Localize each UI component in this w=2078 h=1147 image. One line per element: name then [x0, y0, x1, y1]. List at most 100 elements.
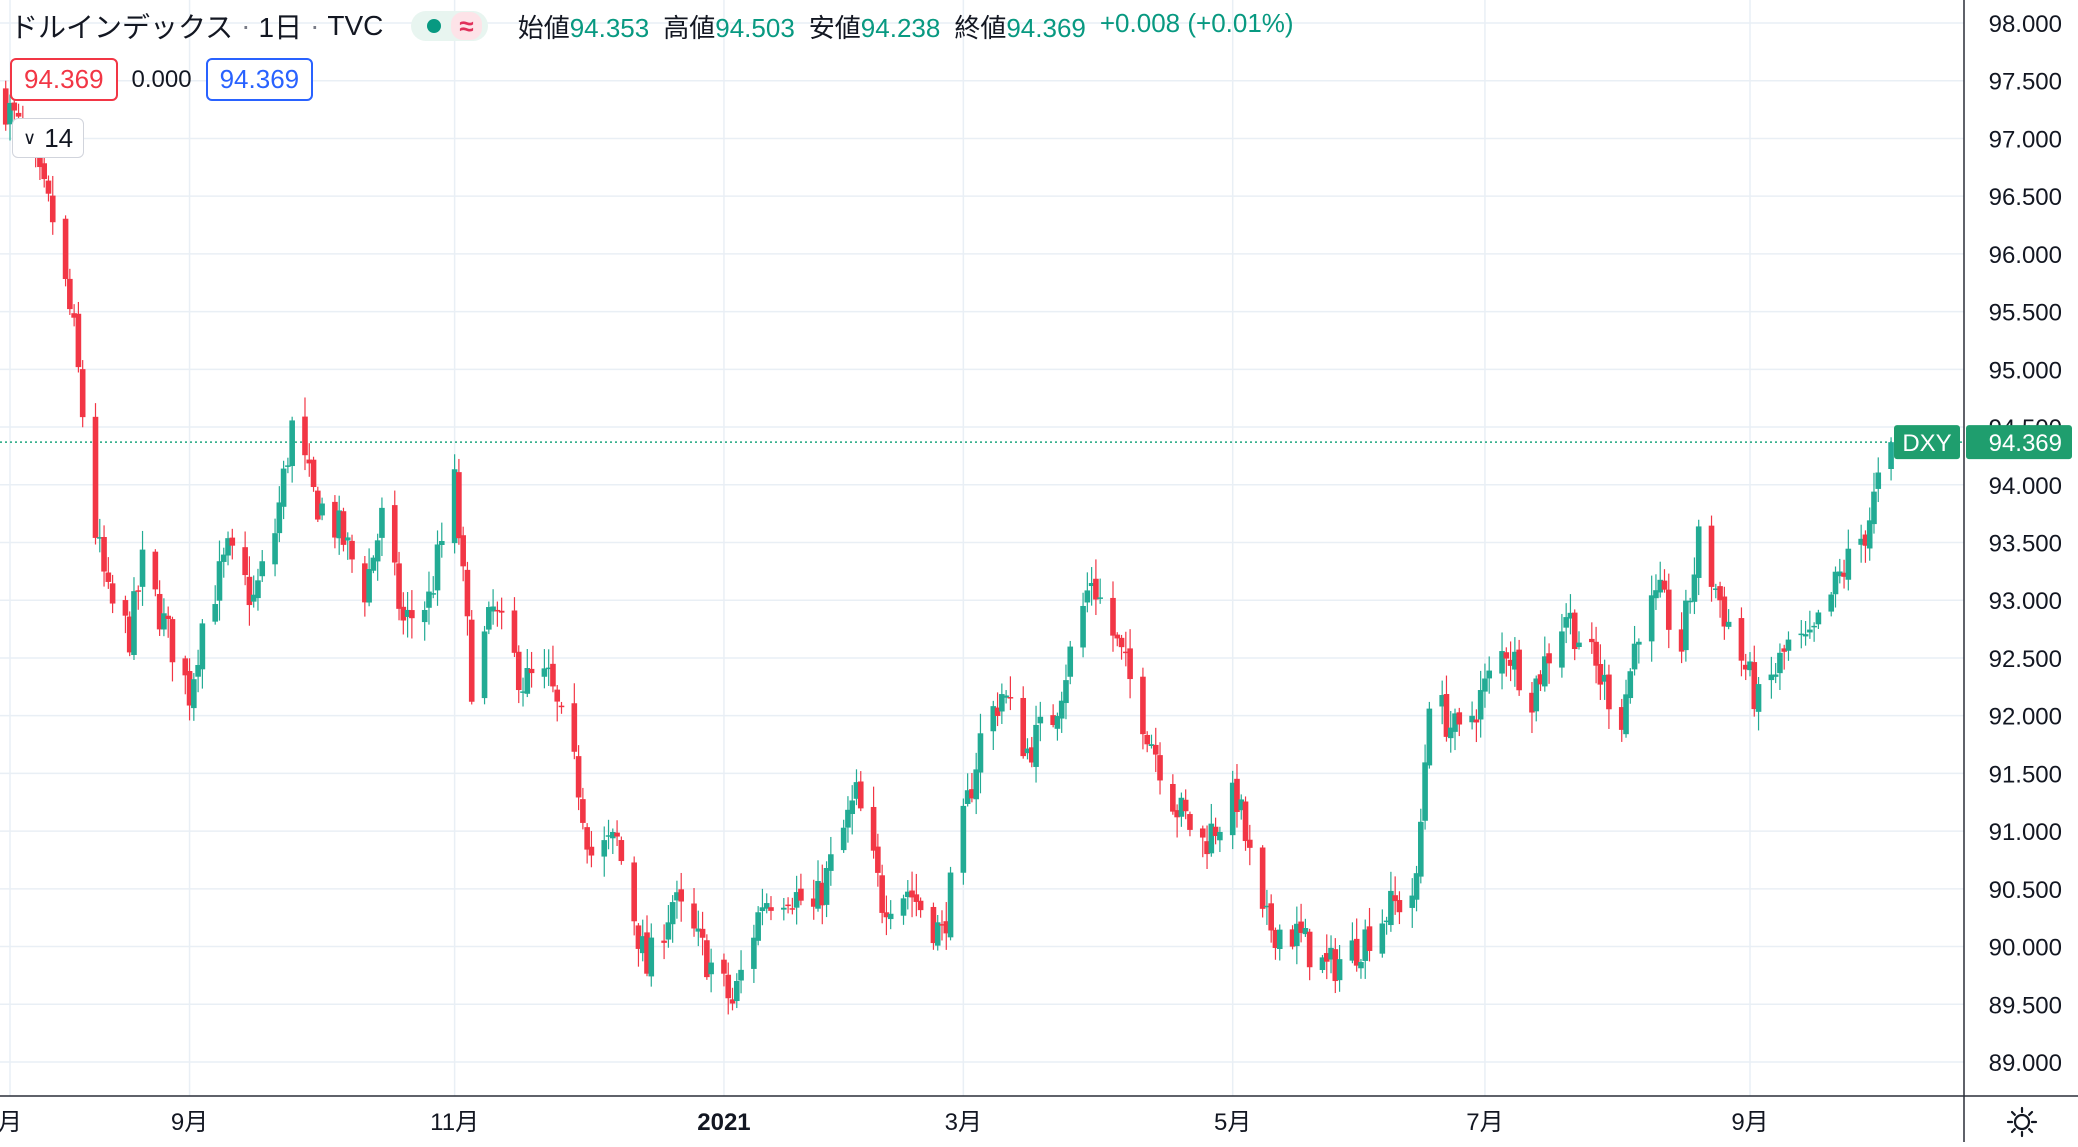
candle-up: [276, 486, 283, 543]
candle-body: [528, 668, 535, 674]
y-tick-label: 95.000: [1989, 357, 2062, 384]
gear-icon[interactable]: [2006, 1106, 2038, 1138]
candle-body: [964, 790, 971, 804]
candle-up: [708, 948, 714, 993]
candle-up: [1328, 935, 1334, 974]
candle-body: [857, 781, 864, 809]
candle-down: [1537, 670, 1544, 692]
candle-body: [1080, 605, 1086, 648]
candle-up: [1712, 583, 1719, 599]
candle-up: [486, 601, 492, 635]
candle-up: [1379, 909, 1386, 958]
candle-up: [1811, 622, 1817, 642]
candle-body: [879, 875, 885, 913]
candle-body: [1259, 847, 1266, 909]
candle-body: [1618, 707, 1625, 730]
candle-down: [1781, 644, 1788, 670]
candle-down: [721, 953, 727, 987]
candle-up: [1815, 609, 1822, 629]
y-tick-label: 97.500: [1989, 69, 2062, 96]
candle-up: [828, 836, 834, 886]
y-tick-label: 97.000: [1989, 126, 2062, 153]
candle-down: [135, 585, 142, 610]
market-open-icon: [427, 19, 442, 33]
candle-down: [729, 987, 736, 1011]
candle-body: [1199, 828, 1206, 838]
candle-down: [1529, 681, 1535, 734]
candle-down: [1212, 817, 1219, 845]
candle-down: [1140, 667, 1146, 750]
candle-up: [1452, 708, 1458, 751]
candle-body: [635, 925, 642, 949]
open-value: 94.353: [569, 12, 650, 43]
candle-body: [1144, 734, 1150, 745]
candle-down: [575, 745, 582, 811]
candle-body: [391, 505, 398, 563]
candle-up: [973, 752, 979, 815]
candle-body: [1110, 597, 1116, 636]
candle-body: [1392, 895, 1398, 902]
candle-body: [1687, 600, 1693, 603]
candle-down: [554, 685, 561, 722]
ask-button[interactable]: 94.369: [205, 58, 314, 101]
x-tick-label: 9月: [1731, 1109, 1768, 1136]
candle-body: [725, 974, 732, 999]
price-tag-symbol: DXY: [1902, 430, 1951, 457]
indicator-toggle[interactable]: ∨ 14: [12, 118, 85, 158]
candle-up: [1477, 670, 1484, 738]
candle-body: [1623, 694, 1629, 735]
candle-body: [973, 769, 979, 800]
candle-down: [1678, 612, 1685, 664]
candle-down: [515, 645, 522, 704]
candle-body: [1657, 579, 1664, 593]
candle-body: [302, 416, 308, 456]
candle-body: [909, 890, 915, 898]
candle-body: [1712, 588, 1719, 590]
candle-body: [669, 902, 676, 925]
candle-up: [1512, 637, 1518, 687]
candle-body: [584, 827, 590, 850]
candle-up: [161, 598, 167, 637]
candle-up: [845, 796, 851, 843]
bid-button[interactable]: 94.369: [10, 58, 118, 101]
candle-up: [1777, 643, 1783, 691]
candle-up: [934, 914, 941, 951]
market-status-toggle[interactable]: ≈: [411, 11, 488, 41]
candle-up: [738, 950, 744, 994]
candle-down: [101, 525, 107, 587]
time-axis[interactable]: 月 9月 11月 2021 3月 5月 7月 9月: [0, 1109, 1769, 1136]
y-tick-label: 92.500: [1989, 646, 2062, 673]
candle-down: [1123, 631, 1129, 667]
candle-body: [695, 928, 702, 932]
candle-body: [1054, 715, 1061, 729]
candle-body: [1182, 799, 1189, 812]
interval-label[interactable]: 1日: [258, 12, 303, 43]
candle-body: [1234, 778, 1240, 812]
candle-down: [332, 495, 338, 549]
candle-up: [1294, 906, 1300, 965]
candle-up: [1349, 922, 1356, 964]
candle-down: [1593, 626, 1599, 684]
chart-header: ドルインデックス · 1日 · TVC ≈ 始値94.353 高値94.503 …: [10, 8, 1294, 44]
candle-up: [199, 619, 206, 689]
close-value: 94.369: [1006, 12, 1086, 43]
candle-body: [1140, 676, 1146, 735]
candle-body: [550, 663, 556, 687]
candle-down: [1306, 928, 1313, 981]
candle-down: [930, 902, 937, 950]
candle-body: [994, 707, 1001, 716]
y-tick-label: 95.500: [1989, 300, 2062, 327]
candle-down: [1503, 647, 1510, 677]
y-tick-label: 93.500: [1989, 531, 2062, 558]
symbol-title[interactable]: ドルインデックス: [10, 12, 234, 43]
candle-up: [793, 875, 800, 925]
y-tick-label: 90.500: [1989, 877, 2062, 904]
candle-body: [1302, 928, 1309, 935]
candle-down: [362, 556, 368, 617]
candle-body: [1379, 923, 1386, 954]
candle-up: [272, 518, 278, 577]
candle-down: [1187, 811, 1193, 837]
candle-up: [1024, 738, 1031, 760]
